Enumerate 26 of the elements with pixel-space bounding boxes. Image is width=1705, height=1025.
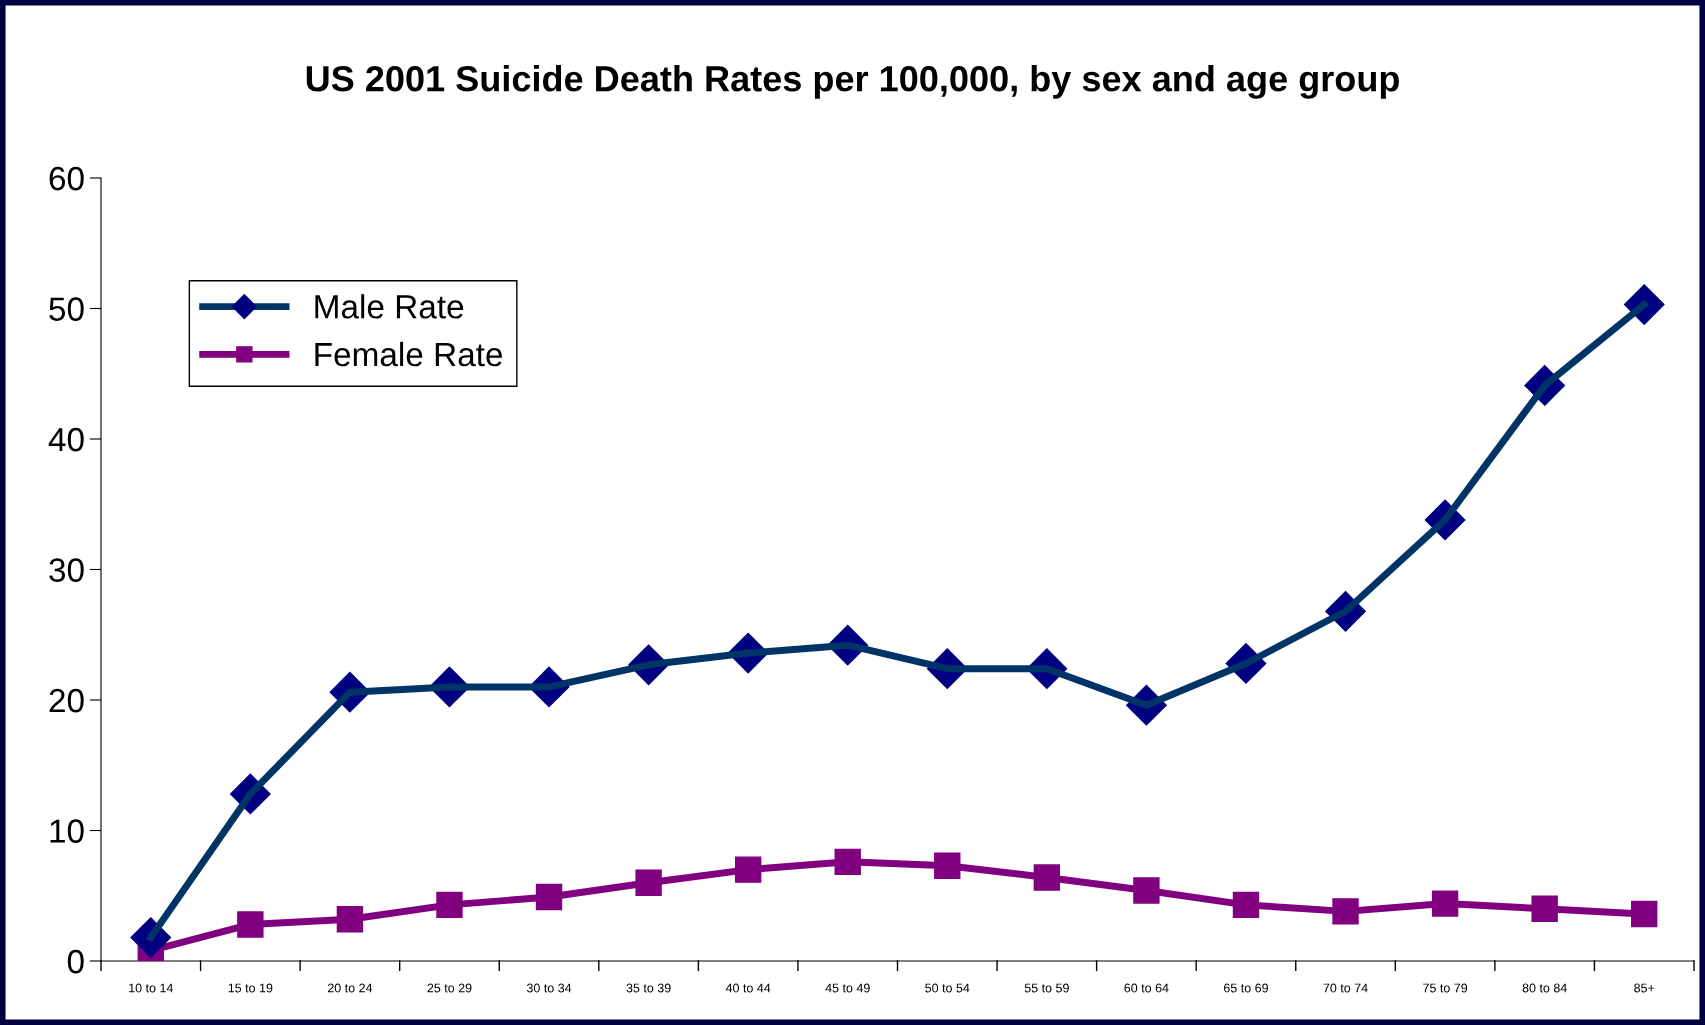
x-tick-label: 30 to 34 — [526, 983, 572, 993]
x-tick-label: 20 to 24 — [327, 983, 373, 993]
x-tick-label: 70 to 74 — [1323, 983, 1368, 993]
x-tick-label: 35 to 39 — [626, 983, 671, 993]
x-tick-label: 10 to 14 — [129, 983, 174, 993]
x-tick-label: 85+ — [1634, 983, 1655, 993]
y-tick-label: 60 — [49, 166, 84, 191]
x-tick-label: 60 to 64 — [1124, 983, 1169, 993]
y-tick-label: 40 — [48, 427, 84, 452]
x-tick-label: 80 to 84 — [1522, 983, 1567, 993]
x-tick-label: 40 to 44 — [725, 983, 771, 993]
x-tick-label: 75 to 79 — [1423, 983, 1468, 993]
legend-label: Female Rate — [315, 341, 503, 367]
y-tick-label: 30 — [49, 558, 84, 582]
chart-title: US 2001 Suicide Death Rates per 100,000, by sex and age group — [306, 65, 1399, 99]
x-tick-label: 50 to 54 — [925, 983, 970, 993]
y-tick-label: 20 — [49, 688, 84, 713]
x-tick-label: 25 to 29 — [427, 983, 472, 993]
y-tick-label: 50 — [49, 297, 84, 321]
x-tick-label: 65 to 69 — [1224, 983, 1268, 993]
x-tick-label: 45 to 49 — [825, 983, 870, 993]
y-tick-label: 0 — [67, 949, 84, 974]
x-tick-label: 55 to 59 — [1024, 983, 1069, 993]
x-tick-label: 15 to 19 — [228, 983, 273, 993]
y-tick-label: 10 — [50, 819, 84, 843]
legend-label: Male Rate — [315, 294, 464, 319]
